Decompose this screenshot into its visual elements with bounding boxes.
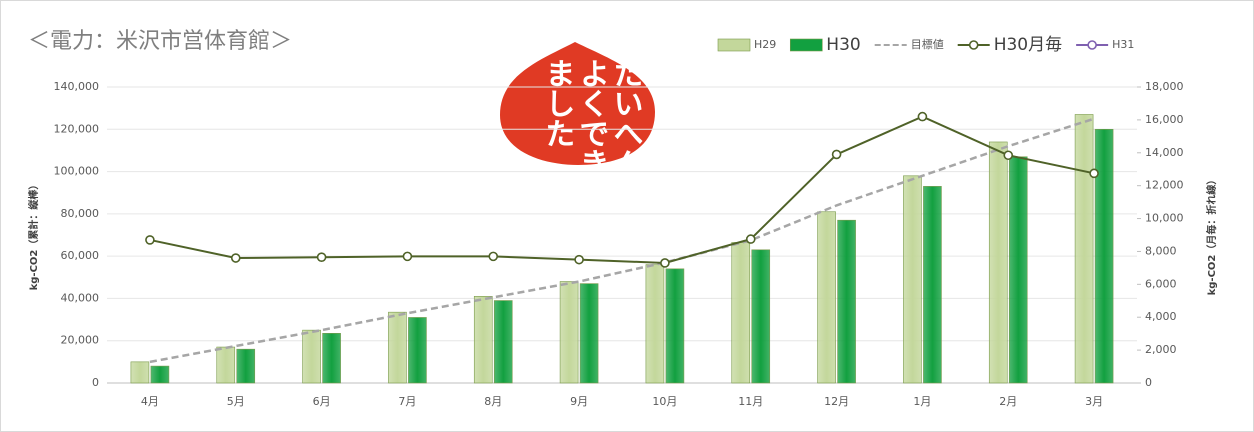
legend-swatch: [718, 39, 750, 51]
bar: [580, 284, 598, 383]
legend-label: H30: [826, 35, 860, 55]
bar: [818, 212, 836, 383]
bar: [131, 362, 149, 383]
bar: [989, 142, 1007, 383]
y2-tick-label: 2,000: [1145, 343, 1177, 356]
x-tick-label: 5月: [227, 395, 245, 408]
bar: [151, 366, 169, 383]
line-marker: [575, 256, 583, 264]
bar: [237, 349, 255, 383]
line-marker: [318, 253, 326, 261]
y2-tick-label: 12,000: [1145, 179, 1184, 192]
chart-title: ＜電力：米沢市営体育館＞: [28, 29, 292, 54]
line-marker: [232, 254, 240, 262]
y-tick-label: 60,000: [61, 249, 100, 262]
line-marker: [1090, 169, 1098, 177]
legend-label: H30月毎: [994, 35, 1062, 55]
bar: [838, 220, 856, 383]
bar: [923, 186, 941, 383]
legend-label: 目標値: [911, 37, 944, 51]
y2-tick-label: 16,000: [1145, 113, 1184, 126]
y2-tick-label: 18,000: [1145, 80, 1184, 93]
x-tick-label: 10月: [652, 395, 677, 408]
y-tick-label: 0: [92, 376, 99, 389]
x-tick-label: 7月: [398, 395, 416, 408]
line-marker: [918, 113, 926, 121]
y2-tick-label: 0: [1145, 376, 1152, 389]
legend-marker: [1088, 41, 1096, 49]
x-tick-label: 1月: [913, 395, 931, 408]
legend-marker: [970, 41, 978, 49]
bar: [474, 296, 492, 383]
y2-tick-label: 8,000: [1145, 244, 1177, 257]
bar: [646, 265, 664, 383]
x-tick-label: 4月: [141, 395, 159, 408]
y2-tick-label: 6,000: [1145, 277, 1177, 290]
stamp-text: たいへん: [608, 58, 643, 178]
legend-label: H31: [1112, 38, 1134, 51]
bar: [560, 282, 578, 383]
x-tick-label: 3月: [1085, 395, 1103, 408]
y2-tick-label: 10,000: [1145, 212, 1184, 225]
y-tick-label: 100,000: [54, 165, 100, 178]
line-marker: [833, 150, 841, 158]
line-marker: [661, 259, 669, 267]
line-marker: [489, 252, 497, 260]
x-tick-label: 8月: [484, 395, 502, 408]
x-tick-label: 2月: [999, 395, 1017, 408]
x-tick-label: 11月: [738, 395, 763, 408]
x-tick-label: 6月: [313, 395, 331, 408]
bar: [494, 301, 512, 383]
bar: [1075, 114, 1093, 383]
line-marker: [403, 252, 411, 260]
bar: [903, 176, 921, 383]
x-tick-label: 12月: [824, 395, 849, 408]
bar: [752, 250, 770, 383]
bar: [388, 312, 406, 383]
bar: [666, 269, 684, 383]
y-tick-label: 20,000: [61, 334, 100, 347]
y2-tick-label: 4,000: [1145, 310, 1177, 323]
y-tick-label: 40,000: [61, 291, 100, 304]
legend-label: H29: [754, 38, 776, 51]
bar: [408, 317, 426, 383]
y2-axis-title: kg-CO2（月毎：折れ線）: [1205, 175, 1218, 296]
bar: [323, 333, 341, 383]
bar: [1009, 157, 1027, 383]
line-marker: [1004, 151, 1012, 159]
y-tick-label: 140,000: [54, 80, 100, 93]
stamp-text: よくでき: [574, 58, 609, 178]
bar: [732, 242, 750, 383]
y2-tick-label: 14,000: [1145, 146, 1184, 159]
bar: [303, 330, 321, 383]
y-tick-label: 120,000: [54, 122, 100, 135]
chart: ＜電力：米沢市営体育館＞ kg-CO2（累計：縦棒） kg-CO2（月毎：折れ線…: [0, 0, 1254, 432]
bar: [217, 347, 235, 383]
line-marker: [146, 236, 154, 244]
stamp-text: ました: [540, 58, 575, 148]
y-axis-title: kg-CO2（累計：縦棒）: [27, 180, 40, 291]
legend-swatch: [790, 39, 822, 51]
y-tick-label: 80,000: [61, 207, 100, 220]
x-tick-label: 9月: [570, 395, 588, 408]
bar: [1095, 129, 1113, 383]
line-marker: [747, 235, 755, 243]
